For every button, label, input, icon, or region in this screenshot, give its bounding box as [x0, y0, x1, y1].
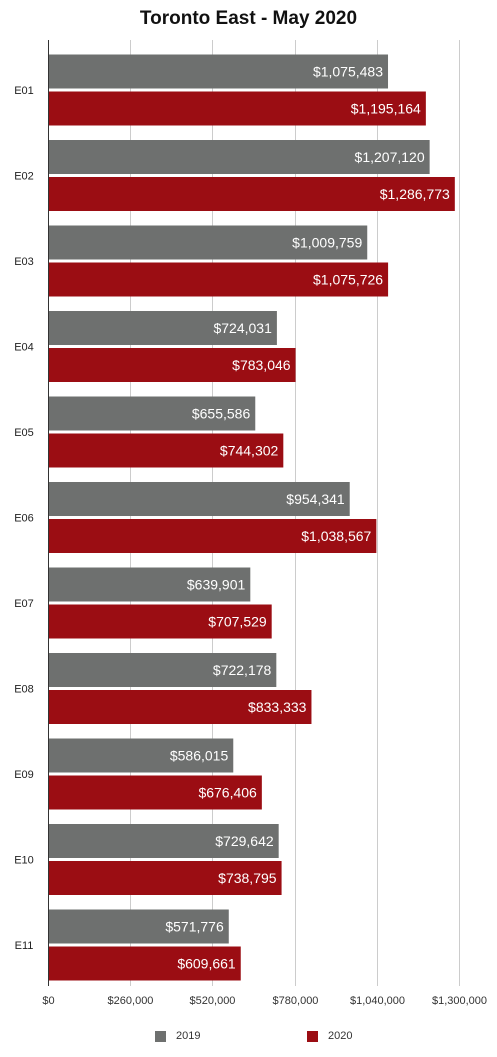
x-tick-label: $520,000 — [190, 995, 236, 1007]
x-tick-label: $1,300,000 — [432, 995, 487, 1007]
bar-2019-e09 — [49, 738, 234, 773]
x-tick-label: $1,040,000 — [350, 995, 405, 1007]
bar-value-label: $738,795 — [218, 870, 277, 886]
bar-2019-e02 — [49, 140, 430, 174]
bar-2020-e03 — [49, 262, 389, 297]
bar-2020-e01 — [49, 91, 426, 126]
bar-value-label: $586,015 — [170, 748, 229, 764]
bar-value-label: $655,586 — [192, 406, 251, 422]
x-tick-label: $260,000 — [108, 995, 154, 1007]
bar-2020-e11 — [49, 946, 241, 981]
legend-item-2019: 2019 — [155, 1030, 200, 1042]
chart-title: Toronto East - May 2020 — [139, 8, 358, 29]
bar-value-label: $729,642 — [215, 833, 274, 849]
bar-value-label: $724,031 — [213, 320, 272, 336]
bar-value-label: $744,302 — [220, 443, 279, 459]
bar-value-label: $1,075,726 — [313, 272, 383, 288]
category-labels: E01 E02 E03 E04 E05 E06 E07 E08 E09 E10 E11 — [14, 85, 34, 952]
bar-2019-e07 — [49, 567, 251, 602]
bar-2020-e07 — [49, 604, 272, 639]
category-label: E01 — [14, 85, 34, 97]
category-label: E05 — [14, 427, 34, 439]
bar-2019-e04 — [49, 311, 277, 345]
bar-2020-e05 — [49, 433, 284, 468]
category-label: E03 — [14, 256, 34, 268]
category-label: E02 — [14, 171, 34, 183]
bar-2019-e01 — [49, 54, 389, 89]
legend-label-2020: 2020 — [328, 1030, 353, 1042]
bar-value-label: $1,207,120 — [355, 149, 425, 165]
bar-2019-e11 — [49, 909, 229, 944]
bar-value-label: $783,046 — [232, 357, 291, 373]
bar-2020-e10 — [49, 861, 282, 895]
bar-value-labels: $1,075,483 $1,195,164 $1,207,120 $1,286,773… — [165, 64, 450, 972]
bar-value-label: $1,075,483 — [313, 64, 383, 80]
bar-value-label: $707,529 — [208, 614, 267, 630]
category-label: E04 — [14, 342, 34, 354]
bar-value-label: $1,038,567 — [301, 528, 371, 544]
legend-label-2019: 2019 — [176, 1030, 201, 1042]
x-axis-tick-labels: $0 $260,000 $520,000 $780,000 $1,040,000 $1,3… — [42, 995, 487, 1007]
bar-value-label: $833,333 — [248, 699, 307, 715]
category-label: E08 — [14, 684, 34, 696]
legend-swatch-2020 — [307, 1030, 318, 1042]
bar-2019-e10 — [49, 824, 279, 858]
category-label: E09 — [14, 769, 34, 781]
bar-value-label: $639,901 — [187, 577, 246, 593]
bar-value-label: $571,776 — [165, 919, 224, 935]
bar-2019-e06 — [49, 482, 350, 516]
bar-2020-e04 — [49, 348, 296, 382]
legend: 2019 2020 — [0, 1030, 497, 1050]
bar-2020-e09 — [49, 775, 262, 810]
category-label: E06 — [14, 513, 34, 525]
x-tick-label: $780,000 — [273, 995, 319, 1007]
bar-2019-e08 — [49, 653, 277, 687]
bar-2019-e03 — [49, 225, 368, 260]
bar-value-label: $1,195,164 — [351, 101, 421, 117]
bar-value-label: $954,341 — [286, 491, 345, 507]
legend-swatch-2019 — [155, 1030, 166, 1042]
category-label: E10 — [14, 855, 34, 867]
bar-value-label: $722,178 — [213, 662, 272, 678]
category-label: E07 — [14, 598, 34, 610]
bar-2020-e08 — [49, 690, 312, 724]
bars — [49, 54, 455, 981]
bar-2020-e02 — [49, 177, 455, 211]
bar-value-label: $1,009,759 — [292, 235, 362, 251]
legend-item-2020: 2020 — [307, 1030, 352, 1042]
bar-2020-e06 — [49, 519, 377, 553]
bar-value-label: $676,406 — [198, 785, 257, 801]
bar-value-label: $1,286,773 — [380, 186, 450, 202]
bar-value-label: $609,661 — [177, 956, 236, 972]
x-tick-label: $0 — [42, 995, 54, 1007]
category-label: E11 — [15, 940, 34, 952]
bar-2019-e05 — [49, 396, 256, 431]
